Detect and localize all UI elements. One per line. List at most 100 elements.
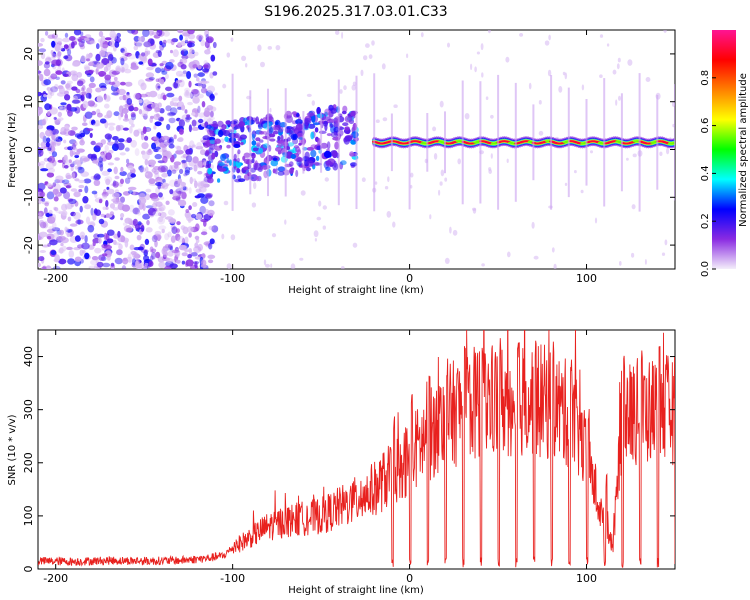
vertical-streak bbox=[320, 112, 323, 173]
noise-speckle bbox=[53, 196, 59, 202]
noise-speckle bbox=[69, 223, 78, 227]
noise-speckle bbox=[38, 73, 44, 82]
noise-speckle bbox=[191, 88, 199, 95]
cluster-blob bbox=[261, 165, 268, 170]
noise-speckle bbox=[311, 100, 315, 106]
cluster-blob bbox=[238, 121, 246, 127]
noise-speckle bbox=[335, 30, 340, 35]
noise-speckle bbox=[46, 137, 51, 143]
vertical-streak bbox=[355, 75, 358, 209]
noise-speckle bbox=[130, 173, 136, 178]
noise-speckle bbox=[580, 189, 584, 194]
noise-speckle bbox=[127, 186, 137, 191]
noise-speckle bbox=[95, 142, 104, 148]
snr-axes: -200 -100 0 100 0 100 200 300 400 bbox=[22, 330, 675, 585]
noise-speckle bbox=[75, 88, 81, 94]
vertical-streak bbox=[426, 113, 429, 172]
noise-speckle bbox=[65, 175, 73, 179]
noise-speckle bbox=[120, 213, 125, 218]
vertical-streak bbox=[567, 87, 570, 198]
noise-speckle bbox=[203, 60, 208, 66]
noise-speckle bbox=[74, 133, 81, 138]
cluster-blob bbox=[292, 111, 297, 115]
cluster-blob bbox=[209, 142, 215, 151]
noise-speckle bbox=[71, 86, 78, 91]
noise-speckle bbox=[135, 39, 143, 48]
cluster-blob bbox=[226, 144, 231, 149]
vertical-streak bbox=[497, 74, 500, 210]
noise-speckle bbox=[120, 81, 126, 86]
cluster-blob bbox=[259, 130, 264, 135]
noise-speckle bbox=[284, 219, 287, 225]
noise-speckle bbox=[70, 188, 78, 192]
noise-speckle bbox=[56, 138, 62, 146]
noise-speckle bbox=[89, 76, 95, 83]
noise-speckle bbox=[118, 112, 122, 121]
noise-speckle bbox=[66, 229, 73, 233]
noise-speckle bbox=[207, 85, 216, 93]
noise-speckle bbox=[47, 110, 51, 116]
noise-speckle bbox=[188, 61, 197, 69]
noise-speckle bbox=[82, 196, 89, 204]
noise-speckle bbox=[104, 103, 110, 109]
noise-speckle bbox=[138, 61, 144, 65]
cluster-blob bbox=[289, 161, 294, 167]
noise-speckle bbox=[194, 242, 199, 249]
noise-speckle bbox=[533, 255, 539, 260]
noise-speckle bbox=[169, 100, 174, 107]
noise-speckle bbox=[57, 159, 64, 163]
noise-speckle bbox=[79, 139, 85, 146]
noise-speckle bbox=[551, 247, 555, 253]
noise-speckle bbox=[433, 153, 438, 160]
noise-speckle bbox=[392, 221, 396, 228]
cluster-blob bbox=[258, 139, 264, 143]
noise-speckle bbox=[161, 228, 165, 234]
cluster-blob bbox=[217, 178, 221, 183]
noise-speckle bbox=[175, 149, 184, 155]
noise-speckle bbox=[74, 151, 81, 155]
noise-speckle bbox=[119, 152, 126, 156]
y-tick-label: 100 bbox=[22, 505, 35, 526]
noise-speckle bbox=[95, 53, 101, 62]
noise-speckle bbox=[188, 248, 192, 253]
noise-speckle bbox=[154, 240, 158, 248]
noise-speckle bbox=[96, 95, 104, 103]
noise-speckle bbox=[182, 70, 187, 75]
noise-speckle bbox=[120, 166, 124, 173]
noise-speckle bbox=[143, 249, 148, 257]
noise-speckle bbox=[145, 188, 152, 193]
noise-speckle bbox=[84, 185, 89, 194]
noise-speckle bbox=[196, 34, 204, 41]
noise-speckle bbox=[57, 111, 62, 118]
noise-speckle bbox=[53, 116, 57, 120]
noise-speckle bbox=[52, 188, 59, 195]
noise-speckle bbox=[145, 227, 153, 233]
noise-speckle bbox=[41, 118, 47, 126]
noise-speckle bbox=[111, 70, 120, 75]
noise-speckle bbox=[267, 46, 272, 50]
cluster-blob bbox=[256, 175, 260, 182]
noise-speckle bbox=[120, 178, 124, 184]
noise-speckle bbox=[87, 69, 95, 74]
noise-speckle bbox=[77, 244, 84, 249]
noise-speckle bbox=[194, 256, 202, 260]
noise-speckle bbox=[162, 178, 166, 184]
noise-speckle bbox=[54, 83, 59, 90]
noise-speckle bbox=[193, 73, 198, 78]
noise-speckle bbox=[39, 161, 46, 166]
noise-speckle bbox=[185, 259, 194, 267]
noise-speckle bbox=[151, 197, 160, 202]
noise-speckle bbox=[178, 95, 183, 102]
cluster-blob bbox=[250, 167, 256, 173]
noise-speckle bbox=[185, 155, 193, 163]
noise-speckle bbox=[40, 168, 49, 172]
noise-speckle bbox=[73, 147, 78, 151]
noise-speckle bbox=[176, 145, 182, 152]
noise-speckle bbox=[53, 232, 60, 240]
noise-speckle bbox=[124, 217, 132, 224]
noise-speckle bbox=[343, 85, 347, 91]
noise-speckle bbox=[80, 95, 84, 101]
cluster-blob bbox=[314, 127, 319, 133]
noise-speckle bbox=[63, 90, 69, 96]
